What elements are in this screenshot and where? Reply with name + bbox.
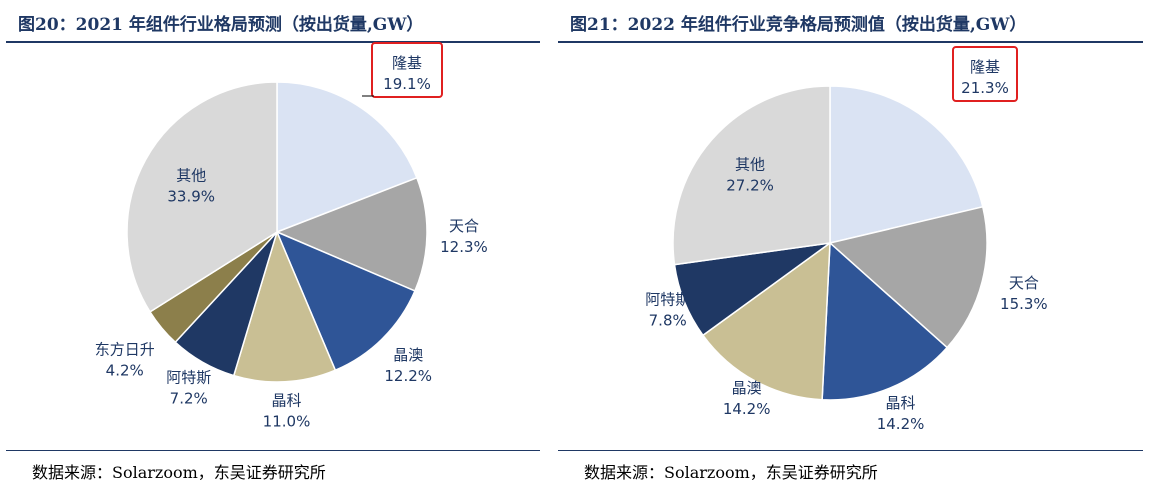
fig21-slice-jinko xyxy=(821,241,949,401)
fig20-label-trina: 天合 xyxy=(449,217,479,235)
figure-20-bottom-rule xyxy=(6,450,540,451)
figure-21-top-rule xyxy=(558,41,1143,43)
fig20-value-canadian: 7.2% xyxy=(170,390,208,408)
figure-20-source: 数据来源：Solarzoom，东吴证券研究所 xyxy=(32,463,326,482)
fig20-value-trina: 12.3% xyxy=(440,238,488,256)
fig20-value-others: 33.9% xyxy=(167,188,215,206)
fig20-value-longi: 19.1% xyxy=(383,75,431,93)
fig20-label-others: 其他 xyxy=(176,167,206,185)
fig21-label-trina: 天合 xyxy=(1009,274,1039,292)
fig21-value-others: 27.2% xyxy=(726,176,774,194)
figure-20-top-rule xyxy=(6,41,540,43)
fig21-value-longi: 21.3% xyxy=(961,79,1009,97)
fig21-label-longi: 隆基 xyxy=(970,58,1000,76)
fig20-value-jinko: 11.0% xyxy=(263,413,311,431)
figure-21-bottom-rule xyxy=(558,450,1143,451)
fig20-value-ja: 12.2% xyxy=(384,367,432,385)
figure-21-panel: 图21：2022 年组件行业竞争格局预测值（按出货量,GW） 隆基 21.3% 天合… xyxy=(552,0,1151,493)
fig21-slice-trina xyxy=(828,205,988,349)
fig20-label-ja: 晶澳 xyxy=(393,346,423,364)
fig21-value-ja: 14.2% xyxy=(723,400,771,418)
fig21-label-others: 其他 xyxy=(735,155,765,173)
fig21-label-canadian: 阿特斯 xyxy=(645,290,690,308)
fig20-highlight-box xyxy=(371,42,443,98)
fig20-label-risen: 东方日升 xyxy=(95,341,155,359)
fig21-highlight-box xyxy=(952,46,1018,102)
fig20-label-jinko: 晶科 xyxy=(272,392,302,410)
fig20-slice-jinko xyxy=(232,229,337,383)
fig21-value-canadian: 7.8% xyxy=(649,311,687,329)
figure-20-panel: 图20：2021 年组件行业格局预测（按出货量,GW） 隆基 19.1% 天合 12.… xyxy=(0,0,548,493)
fig20-label-longi: 隆基 xyxy=(392,54,422,72)
fig20-slice-longi xyxy=(276,81,418,234)
figure-21-title: 图21：2022 年组件行业竞争格局预测值（按出货量,GW） xyxy=(570,15,1027,35)
fig20-value-risen: 4.2% xyxy=(106,362,144,380)
figure-20-pie-chart: 隆基 19.1% 天合 12.3% 晶澳 12.2% 晶科 11.0% 阿特斯 7.2% 东方日升 4… xyxy=(95,42,488,431)
fig21-value-trina: 15.3% xyxy=(1000,295,1048,313)
figure-21-source: 数据来源：Solarzoom，东吴证券研究所 xyxy=(584,463,878,482)
fig21-value-jinko: 14.2% xyxy=(877,415,925,433)
fig21-slice-longi xyxy=(829,85,984,244)
fig20-slice-trina xyxy=(275,176,428,292)
figure-21-pie-chart: 隆基 21.3% 天合 15.3% 晶科 14.2% 晶澳 14.2% 阿特斯 7.8% 其他 27.… xyxy=(645,46,1048,433)
figure-20-title: 图20：2021 年组件行业格局预测（按出货量,GW） xyxy=(18,15,424,35)
fig21-slice-ja xyxy=(701,241,831,401)
fig21-label-ja: 晶澳 xyxy=(732,379,762,397)
fig21-slice-others xyxy=(672,85,831,266)
fig20-slice-others xyxy=(126,81,278,313)
fig21-label-jinko: 晶科 xyxy=(886,394,916,412)
fig20-slice-ja xyxy=(275,230,416,372)
fig20-label-canadian: 阿特斯 xyxy=(166,369,211,387)
